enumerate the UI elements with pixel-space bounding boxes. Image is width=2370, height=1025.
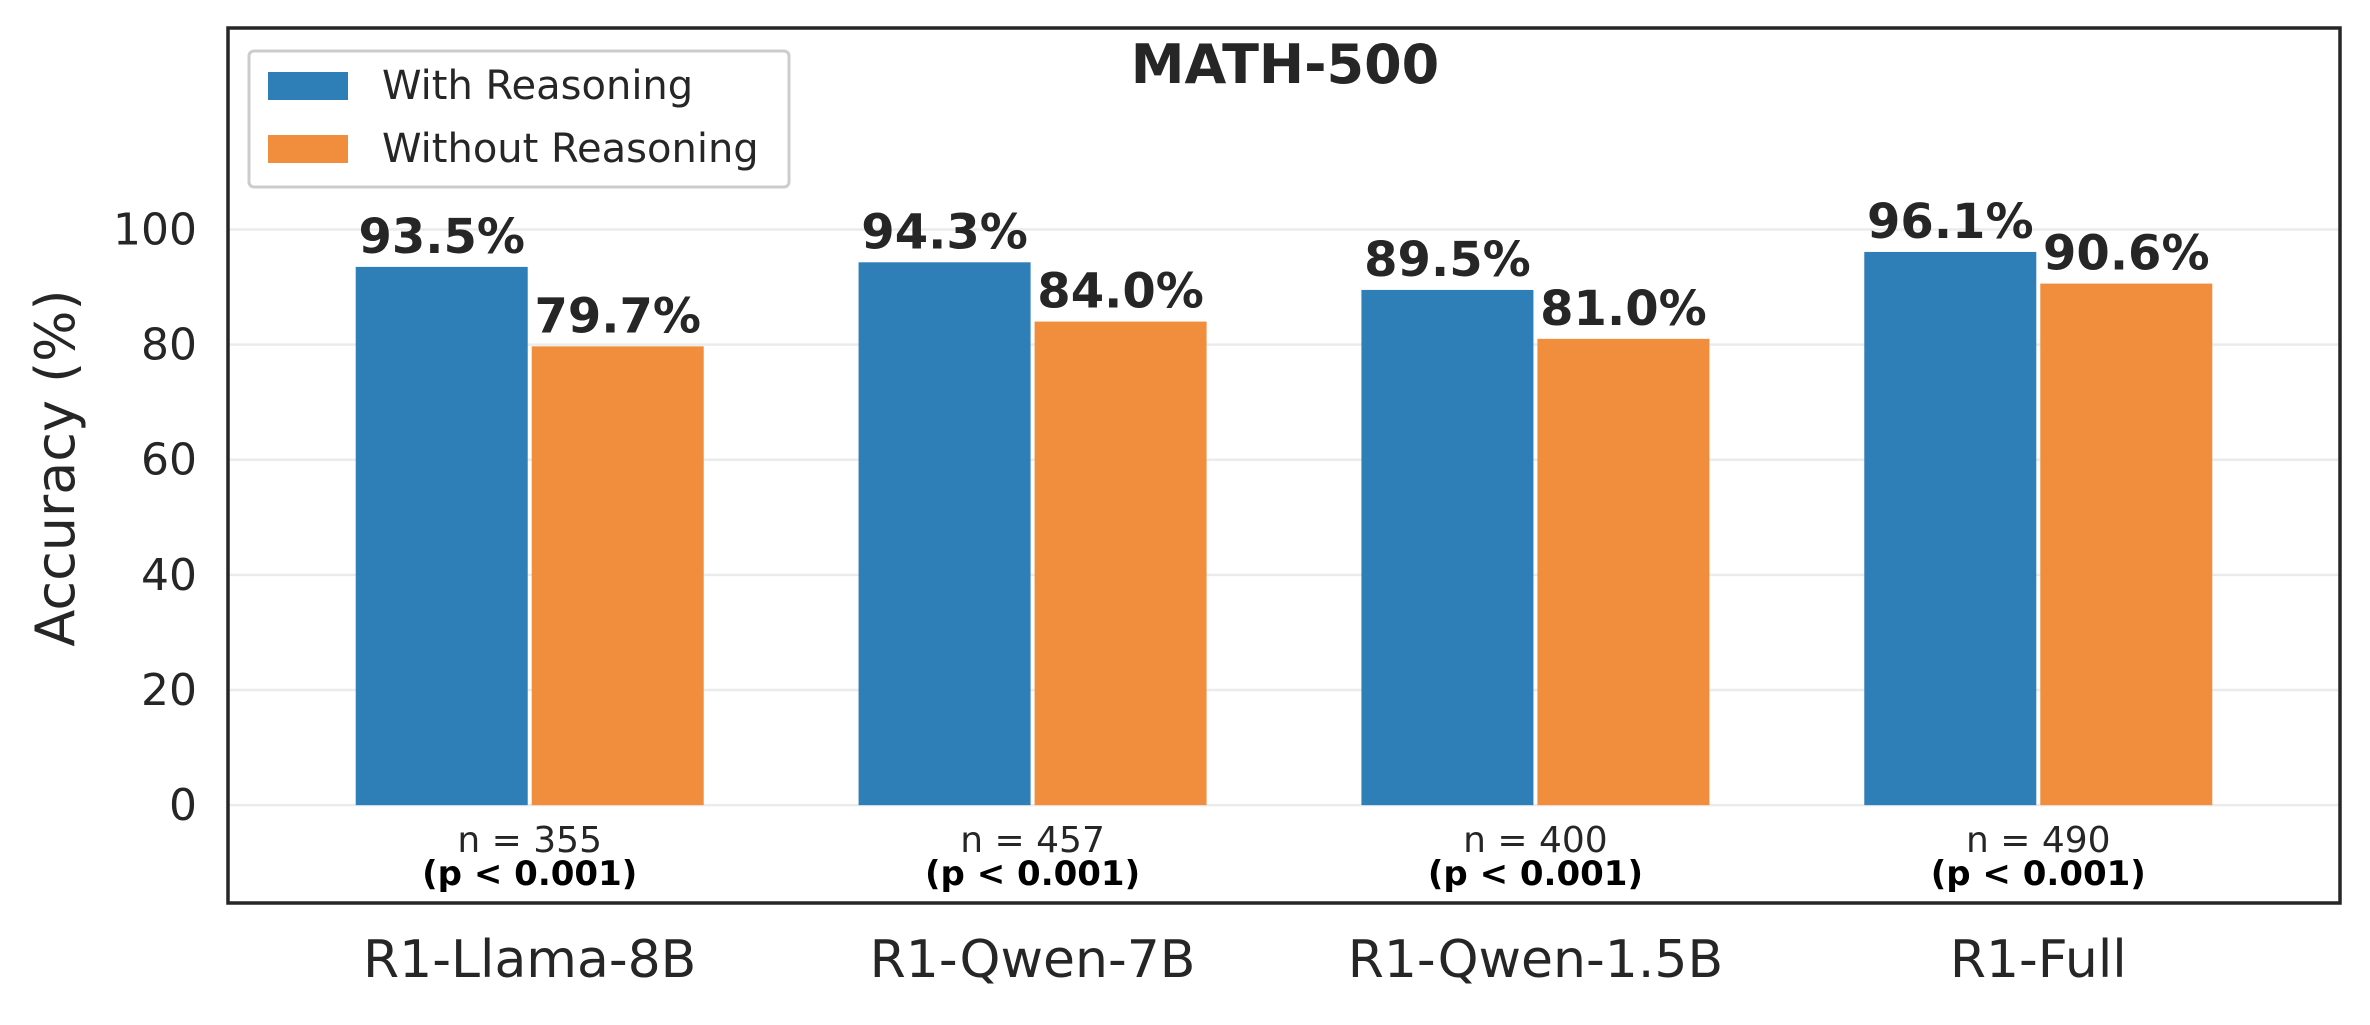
p-value-label-0: (p < 0.001): [422, 854, 637, 894]
bars: [355, 251, 2213, 806]
legend-swatch-with-reasoning: [268, 72, 348, 100]
x-tick-label-2: R1-Qwen-1.5B: [1348, 930, 1723, 990]
sample-size-label-0: n = 355: [457, 820, 602, 861]
legend-frame: [247, 49, 791, 189]
y-tick-label-0: 0: [169, 780, 197, 831]
data-labels: 93.5%79.7%n = 355(p < 0.001)94.3%84.0%n …: [358, 194, 2209, 894]
value-label-without-reasoning-1: 84.0%: [1037, 264, 1204, 320]
value-label-with-reasoning-0: 93.5%: [358, 209, 525, 265]
x-tick-label-1: R1-Qwen-7B: [870, 930, 1196, 990]
bar-with-reasoning-1: [858, 262, 1031, 806]
y-tick-label-100: 100: [113, 204, 197, 255]
y-tick-label-40: 40: [141, 550, 197, 601]
plot-frame: [226, 26, 2342, 905]
legend-swatch-without-reasoning: [268, 135, 348, 163]
bar-with-reasoning-0: [355, 266, 528, 806]
p-value-label-1: (p < 0.001): [925, 854, 1140, 894]
x-tick-label-3: R1-Full: [1950, 930, 2127, 990]
sample-size-label-2: n = 400: [1463, 820, 1608, 861]
value-label-with-reasoning-1: 94.3%: [861, 204, 1028, 260]
legend-label-with-reasoning: With Reasoning: [382, 63, 693, 109]
x-tick-label-0: R1-Llama-8B: [363, 930, 696, 990]
value-label-with-reasoning-2: 89.5%: [1364, 232, 1531, 288]
sample-size-label-3: n = 490: [1966, 820, 2111, 861]
p-value-label-2: (p < 0.001): [1428, 854, 1643, 894]
value-label-with-reasoning-3: 96.1%: [1867, 194, 2034, 250]
bar-without-reasoning-2: [1537, 338, 1710, 806]
bar-without-reasoning-1: [1034, 321, 1207, 806]
legend: With Reasoning Without Reasoning: [247, 49, 791, 189]
y-tick-label-20: 20: [141, 665, 197, 716]
p-value-label-3: (p < 0.001): [1931, 854, 2146, 894]
sample-size-label-1: n = 457: [960, 820, 1105, 861]
bar-without-reasoning-0: [531, 346, 704, 806]
y-tick-label-80: 80: [141, 320, 197, 371]
y-axis-label: Accuracy (%): [24, 289, 87, 646]
value-label-without-reasoning-0: 79.7%: [534, 288, 701, 344]
y-tick-label-60: 60: [141, 435, 197, 486]
bar-with-reasoning-2: [1361, 289, 1534, 806]
value-label-without-reasoning-3: 90.6%: [2043, 226, 2210, 282]
legend-label-without-reasoning: Without Reasoning: [382, 126, 759, 172]
value-label-without-reasoning-2: 81.0%: [1540, 281, 1707, 337]
bar-with-reasoning-3: [1864, 251, 2037, 806]
axes: 0 20 40 60 80 100 R1-Llama-8B R1-Qwen-7B R1-Qwen…: [113, 204, 2127, 990]
bar-without-reasoning-3: [2040, 283, 2213, 806]
chart-title: MATH-500: [1131, 33, 1440, 96]
